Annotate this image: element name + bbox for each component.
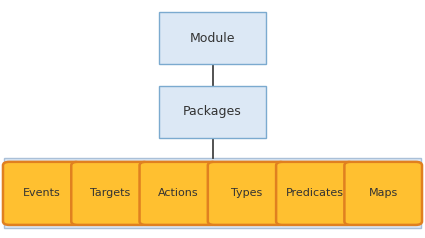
Text: Types: Types <box>231 188 262 198</box>
Text: Actions: Actions <box>158 188 198 198</box>
FancyBboxPatch shape <box>159 12 266 64</box>
Text: Predicates: Predicates <box>286 188 344 198</box>
FancyBboxPatch shape <box>71 162 149 225</box>
FancyBboxPatch shape <box>3 162 81 225</box>
FancyBboxPatch shape <box>208 162 286 225</box>
Text: Packages: Packages <box>183 105 242 118</box>
Text: Events: Events <box>23 188 61 198</box>
Text: Maps: Maps <box>368 188 398 198</box>
Text: Module: Module <box>190 32 235 45</box>
FancyBboxPatch shape <box>159 86 266 138</box>
FancyBboxPatch shape <box>139 162 217 225</box>
FancyBboxPatch shape <box>344 162 422 225</box>
FancyBboxPatch shape <box>4 158 421 228</box>
Text: Targets: Targets <box>90 188 130 198</box>
FancyBboxPatch shape <box>276 162 354 225</box>
